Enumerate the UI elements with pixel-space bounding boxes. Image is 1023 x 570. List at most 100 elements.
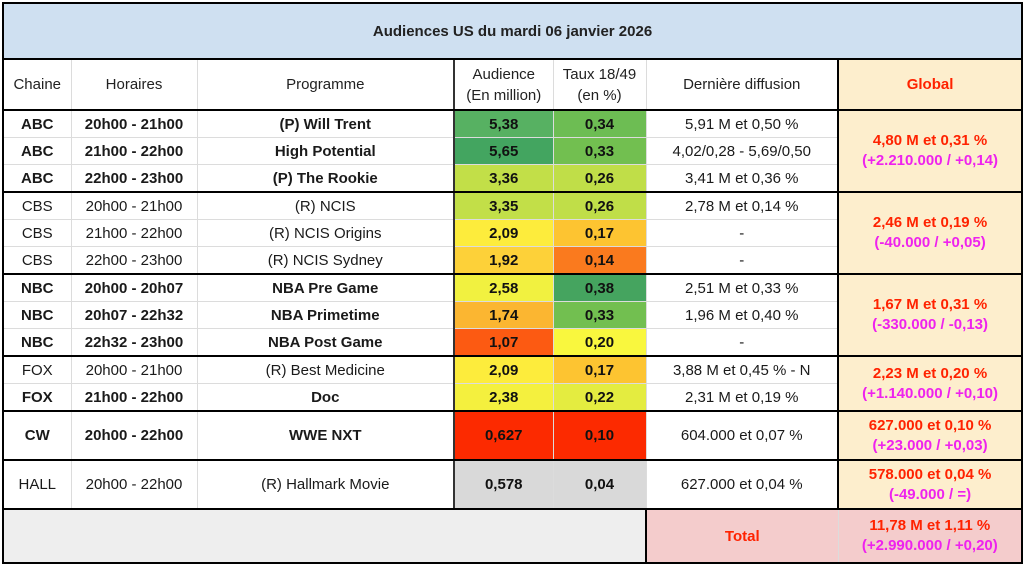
header-audience-line2: (En million) <box>466 86 542 104</box>
cell-derniere-diffusion: 3,88 M et 0,45 % - N <box>645 355 839 384</box>
cell-horaires: 20h07 - 22h32 <box>70 301 198 329</box>
cell-programme: WWE NXT <box>196 410 455 461</box>
footer-total-global: 11,78 M et 1,11 % (+2.990.000 / +0,20) <box>837 508 1023 564</box>
cell-programme: NBA Pre Game <box>196 273 455 302</box>
cell-global: 2,46 M et 0,19 % (-40.000 / +0,05) <box>836 191 1023 275</box>
cell-programme: (R) NCIS <box>196 191 455 220</box>
table-row: NBC 20h07 - 22h32 NBA Primetime 1,74 0,33 1,9… <box>2 301 1022 329</box>
cell-chaine: ABC <box>2 109 72 138</box>
table-row: HALL 20h00 - 22h00 (R) Hallmark Movie 0,578… <box>2 459 1023 510</box>
cell-programme: (R) NCIS Origins <box>196 219 455 247</box>
table-row: ABC 20h00 - 21h00 (P) Will Trent 5,38 0,34 5,… <box>2 109 1023 193</box>
cell-programme: (P) The Rookie <box>196 164 455 193</box>
cell-programme: Doc <box>196 383 455 412</box>
cell-audience: 0,627 <box>453 410 554 461</box>
cell-horaires: 20h00 - 22h00 <box>70 459 198 510</box>
cell-horaires: 22h00 - 23h00 <box>70 164 198 193</box>
cell-chaine: FOX <box>2 383 72 412</box>
cell-taux: 0,33 <box>552 301 647 329</box>
cell-derniere-diffusion: 2,51 M et 0,33 % <box>645 273 839 302</box>
cell-horaires: 21h00 - 22h00 <box>70 383 198 412</box>
header-audience-line1: Audience <box>472 65 536 83</box>
cell-horaires: 22h00 - 23h00 <box>70 246 198 275</box>
header-derniere-diffusion: Dernière diffusion <box>645 58 839 111</box>
cell-programme: (R) Hallmark Movie <box>196 459 455 510</box>
cell-audience: 2,09 <box>453 219 554 247</box>
cell-derniere-diffusion: 627.000 et 0,04 % <box>645 459 839 510</box>
header-chaine: Chaine <box>2 58 72 111</box>
cell-audience: 1,92 <box>453 246 554 275</box>
cell-taux: 0,14 <box>552 246 647 275</box>
header-programme: Programme <box>196 58 455 111</box>
header-taux: Taux 18/49 (en %) <box>552 58 647 111</box>
cell-global: 627.000 et 0,10 % (+23.000 / +0,03) <box>836 410 1023 461</box>
header-audience: Audience (En million) <box>453 58 554 111</box>
cell-audience: 5,65 <box>453 137 554 165</box>
cell-audience: 2,09 <box>453 355 554 384</box>
cell-derniere-diffusion: 2,78 M et 0,14 % <box>645 191 839 220</box>
cell-taux: 0,17 <box>552 355 647 384</box>
footer-total-delta: (+2.990.000 / +0,20) <box>861 537 998 554</box>
cell-derniere-diffusion: 3,41 M et 0,36 % <box>645 164 839 193</box>
cell-chaine: FOX <box>2 355 72 384</box>
cell-programme: High Potential <box>196 137 455 165</box>
cell-taux: 0,38 <box>552 273 647 302</box>
cell-chaine: CBS <box>2 191 72 220</box>
header-global: Global <box>836 58 1023 111</box>
cell-chaine: ABC <box>2 164 72 193</box>
cell-audience: 3,36 <box>453 164 554 193</box>
cell-taux: 0,22 <box>552 383 647 412</box>
cell-chaine: NBC <box>2 301 72 329</box>
cell-horaires: 20h00 - 21h00 <box>70 355 198 384</box>
cell-audience: 2,58 <box>453 273 554 302</box>
cell-global: 4,80 M et 0,31 % (+2.210.000 / +0,14) <box>836 109 1023 193</box>
cell-derniere-diffusion: 1,96 M et 0,40 % <box>645 301 839 329</box>
cell-derniere-diffusion: 604.000 et 0,07 % <box>645 410 839 461</box>
cell-chaine: HALL <box>2 459 72 510</box>
cell-audience: 1,07 <box>453 328 554 357</box>
cell-taux: 0,34 <box>552 109 647 138</box>
global-delta: (+23.000 / +0,03) <box>872 436 988 454</box>
table-row: ABC 22h00 - 23h00 (P) The Rookie 3,36 0,26 3,… <box>2 164 1022 193</box>
cell-programme: (P) Will Trent <box>196 109 455 138</box>
footer-row: Total 11,78 M et 1,11 % (+2.990.000 / +0… <box>2 508 1023 564</box>
header-row: Chaine Horaires Programme Audience (En mi… <box>2 58 1023 111</box>
table-title: Audiences US du mardi 06 janvier 2026 <box>1 2 1023 60</box>
table-row: NBC 22h32 - 23h00 NBA Post Game 1,07 0,20- <box>2 328 1022 357</box>
table-row: CBS 20h00 - 21h00 (R) NCIS 3,35 0,26 2,78 M e… <box>2 191 1023 275</box>
cell-taux: 0,20 <box>552 328 647 357</box>
global-main: 2,23 M et 0,20 % <box>872 364 988 382</box>
global-main: 4,80 M et 0,31 % <box>872 132 988 149</box>
table-row: FOX 20h00 - 21h00 (R) Best Medicine 2,09 0,1… <box>2 355 1023 412</box>
cell-global: 578.000 et 0,04 % (-49.000 / =) <box>836 459 1023 510</box>
cell-horaires: 20h00 - 21h00 <box>70 191 198 220</box>
global-delta: (-40.000 / +0,05) <box>874 234 986 251</box>
global-delta: (-49.000 / =) <box>888 485 972 503</box>
cell-derniere-diffusion: - <box>645 219 839 247</box>
cell-taux: 0,26 <box>552 164 647 193</box>
table-row: NBC 20h00 - 20h07 NBA Pre Game 2,58 0,38 2,51… <box>2 273 1023 357</box>
cell-programme: NBA Primetime <box>196 301 455 329</box>
table-row: CW 20h00 - 22h00 WWE NXT 0,627 0,10 604.000 e… <box>2 410 1023 461</box>
table-row: ABC 21h00 - 22h00 High Potential 5,65 0,33 4,… <box>2 137 1022 165</box>
cell-chaine: CBS <box>2 246 72 275</box>
cell-taux: 0,33 <box>552 137 647 165</box>
cell-taux: 0,26 <box>552 191 647 220</box>
cell-derniere-diffusion: 5,91 M et 0,50 % <box>645 109 839 138</box>
cell-horaires: 20h00 - 22h00 <box>70 410 198 461</box>
table-row: CBS 21h00 - 22h00 (R) NCIS Origins 2,09 0,17… <box>2 219 1022 247</box>
cell-chaine: NBC <box>2 328 72 357</box>
cell-horaires: 21h00 - 22h00 <box>70 137 198 165</box>
cell-derniere-diffusion: - <box>645 246 839 275</box>
cell-audience: 3,35 <box>453 191 554 220</box>
global-main: 627.000 et 0,10 % <box>868 416 992 434</box>
cell-programme: (R) NCIS Sydney <box>196 246 455 275</box>
cell-audience: 5,38 <box>453 109 554 138</box>
cell-horaires: 21h00 - 22h00 <box>70 219 198 247</box>
cell-horaires: 20h00 - 20h07 <box>70 273 198 302</box>
cell-derniere-diffusion: 2,31 M et 0,19 % <box>645 383 839 412</box>
header-taux-line1: Taux 18/49 <box>562 65 637 83</box>
global-delta: (+2.210.000 / +0,14) <box>862 152 999 169</box>
cell-programme: NBA Post Game <box>196 328 455 357</box>
